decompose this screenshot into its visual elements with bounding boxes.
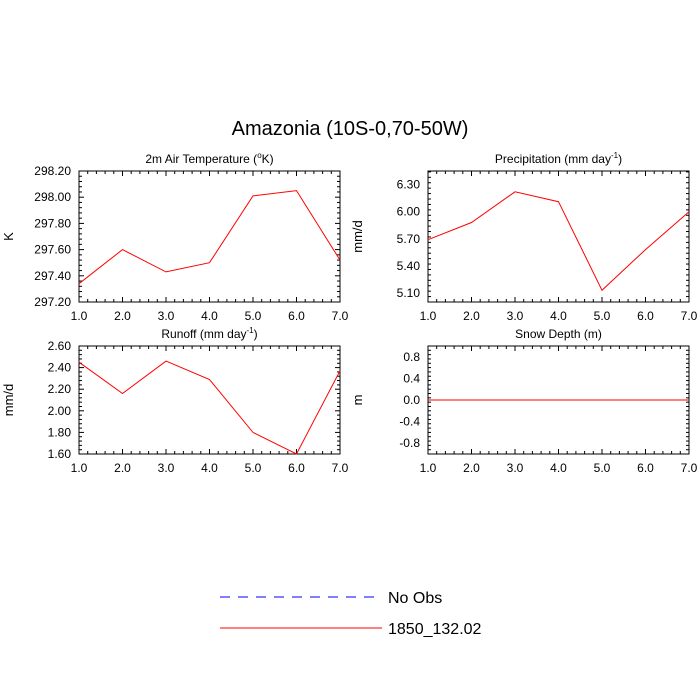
y-axis-label: K (1, 232, 16, 241)
x-tick-label: 5.0 (594, 461, 611, 475)
x-tick-label: 5.0 (245, 461, 262, 475)
y-axis-label: mm/d (1, 384, 16, 417)
figure-title: Amazonia (10S-0,70-50W) (232, 118, 469, 140)
x-tick-label: 5.0 (245, 309, 262, 323)
x-tick-label: 6.0 (288, 461, 305, 475)
x-tick-label: 7.0 (681, 309, 698, 323)
y-tick-label: 0.4 (403, 371, 420, 385)
x-tick-label: 3.0 (507, 309, 524, 323)
legend-label-1: No Obs (388, 590, 442, 607)
x-tick-label: 6.0 (637, 309, 654, 323)
x-tick-label: 7.0 (681, 461, 698, 475)
y-tick-label: 0.0 (403, 393, 420, 407)
y-tick-label: 297.40 (34, 269, 71, 283)
panel-title: 2m Air Temperature (oK) (145, 151, 273, 166)
plot-frame (427, 170, 690, 303)
panel-3: Runoff (mm day-1) mm/d 1.0 2.0 3.0 4.0 5.0 6.0 7… (1, 326, 349, 475)
x-tick-label: 4.0 (201, 461, 218, 475)
y-tick-label: 298.20 (34, 164, 71, 178)
y-tick-label: 5.10 (397, 286, 421, 300)
x-tick-label: 4.0 (550, 461, 567, 475)
x-tick-label: 4.0 (201, 309, 218, 323)
y-tick-label: 297.60 (34, 243, 71, 257)
x-tick-label: 6.0 (288, 309, 305, 323)
y-tick-label: 6.30 (397, 178, 421, 192)
x-tick-label: 1.0 (420, 309, 437, 323)
legend-label-2: 1850_132.02 (388, 621, 482, 638)
x-tick-label: 1.0 (71, 461, 88, 475)
x-tick-label: 7.0 (332, 461, 349, 475)
x-tick-label: 1.0 (71, 309, 88, 323)
y-tick-label: 5.40 (397, 259, 421, 273)
x-tick-label: 3.0 (507, 461, 524, 475)
x-tick-label: 3.0 (158, 309, 175, 323)
y-tick-label: 6.00 (397, 205, 421, 219)
x-tick-label: 3.0 (158, 461, 175, 475)
x-tick-label: 6.0 (637, 461, 654, 475)
series-line-1850-132-02 (78, 360, 341, 455)
panels: 2m Air Temperature (oK) K 1.0 2.0 3.0 4.0 5.0 6… (1, 151, 698, 475)
x-tick-label: 2.0 (463, 461, 480, 475)
y-tick-label: 2.40 (48, 361, 72, 375)
y-tick-label: 1.60 (48, 447, 72, 461)
plot-frame (78, 170, 341, 303)
y-tick-label: 2.00 (48, 404, 72, 418)
y-tick-label: -0.4 (399, 415, 420, 429)
x-tick-label: 2.0 (463, 309, 480, 323)
y-tick-label: 2.60 (48, 339, 72, 353)
y-tick-label: 2.20 (48, 382, 72, 396)
plot-frame (78, 345, 341, 455)
x-tick-label: 4.0 (550, 309, 567, 323)
x-tick-label: 7.0 (332, 309, 349, 323)
y-axis-label: m (350, 395, 365, 406)
panel-title: Runoff (mm day-1) (161, 326, 257, 341)
y-tick-label: 297.80 (34, 216, 71, 230)
panel-1: 2m Air Temperature (oK) K 1.0 2.0 3.0 4.0 5.0 6… (1, 151, 349, 323)
x-tick-label: 5.0 (594, 309, 611, 323)
x-tick-label: 1.0 (420, 461, 437, 475)
panel-title: Precipitation (mm day-1) (495, 151, 622, 166)
y-tick-label: -0.8 (399, 436, 420, 450)
panel-2: Precipitation (mm day-1) mm/d 1.0 2.0 3.0 4.0… (350, 151, 698, 323)
y-tick-label: 1.80 (48, 425, 72, 439)
y-tick-label: 5.70 (397, 232, 421, 246)
legend: No Obs 1850_132.02 (220, 590, 482, 638)
panel-title: Snow Depth (m) (515, 327, 602, 341)
y-axis-label: mm/d (350, 220, 365, 253)
x-tick-label: 2.0 (114, 309, 131, 323)
series-line-1850-132-02 (78, 190, 341, 285)
panel-4: Snow Depth (m) m 1.0 2.0 3.0 4.0 5.0 6.0 7.0 -0.8… (350, 327, 698, 475)
series-line-1850-132-02 (427, 191, 690, 292)
y-tick-label: 298.00 (34, 190, 71, 204)
y-tick-label: 0.8 (403, 350, 420, 364)
y-tick-label: 297.20 (34, 295, 71, 309)
x-tick-label: 2.0 (114, 461, 131, 475)
